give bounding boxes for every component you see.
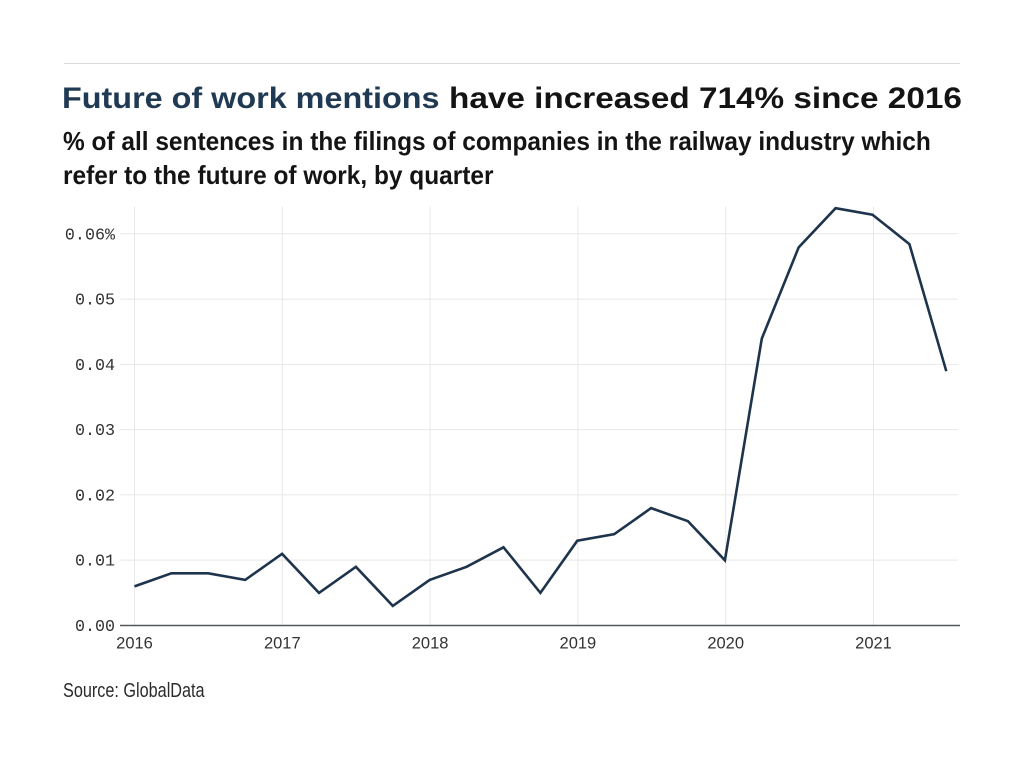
svg-text:0.02: 0.02 [75, 487, 115, 506]
svg-text:0.04: 0.04 [75, 357, 115, 376]
svg-text:0.01: 0.01 [75, 553, 115, 572]
svg-text:2019: 2019 [560, 635, 597, 653]
svg-text:0.06%: 0.06% [65, 226, 116, 245]
svg-text:2018: 2018 [412, 635, 449, 653]
svg-text:0.03: 0.03 [75, 422, 115, 441]
svg-text:2021: 2021 [855, 635, 892, 653]
svg-text:2016: 2016 [116, 635, 153, 653]
svg-text:0.00: 0.00 [75, 618, 115, 637]
svg-text:2017: 2017 [264, 635, 301, 653]
svg-text:2020: 2020 [707, 635, 744, 653]
svg-text:0.05: 0.05 [75, 292, 115, 311]
